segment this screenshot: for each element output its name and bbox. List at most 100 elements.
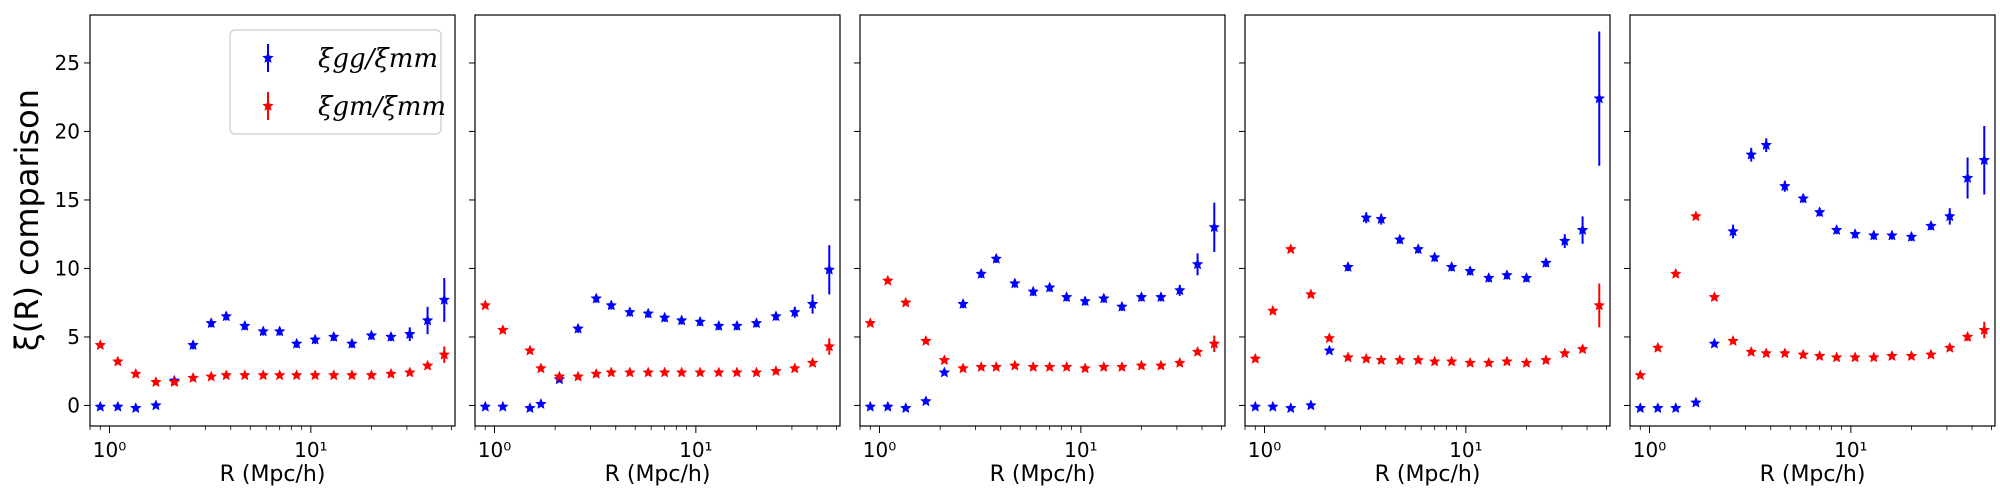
- data-point: [1173, 356, 1186, 368]
- data-point: [187, 371, 199, 384]
- data-point: [1360, 352, 1373, 364]
- y-tick-label: 0: [67, 393, 80, 417]
- data-point: [257, 369, 270, 381]
- data-point: [1305, 399, 1317, 411]
- data-point: [1482, 356, 1495, 368]
- data-point: [1008, 277, 1021, 289]
- data-point: [1249, 400, 1262, 412]
- data-point: [1925, 348, 1937, 360]
- data-point: [1593, 299, 1606, 311]
- data-point: [309, 369, 321, 381]
- data-point: [1813, 206, 1826, 218]
- x-tick-label: 10⁰: [863, 438, 896, 462]
- x-tick-label: 10¹: [294, 438, 327, 462]
- x-tick-label: 10⁰: [1633, 438, 1666, 462]
- data-point: [150, 376, 162, 388]
- data-point: [1778, 180, 1791, 192]
- data-point: [1043, 360, 1056, 373]
- data-point: [129, 367, 142, 379]
- data-point: [438, 348, 451, 360]
- data-point: [1375, 212, 1388, 225]
- data-point: [1849, 351, 1861, 363]
- data-point: [605, 366, 618, 378]
- data-point: [496, 400, 509, 412]
- data-point: [1961, 171, 1974, 184]
- data-point: [111, 400, 124, 412]
- data-point: [1745, 345, 1758, 357]
- data-point: [1593, 92, 1606, 104]
- data-point: [1284, 402, 1297, 414]
- data-point: [150, 399, 162, 411]
- data-point: [899, 296, 912, 308]
- plot-frame: [1629, 14, 1996, 427]
- data-point: [1651, 402, 1664, 414]
- data-point: [309, 333, 321, 345]
- data-point: [1079, 295, 1091, 307]
- data-point: [1905, 349, 1918, 362]
- data-point: [1978, 323, 1991, 336]
- data-point: [1849, 228, 1861, 240]
- x-tick-label: 10¹: [1064, 438, 1097, 462]
- y-axis-label: ξ(R) comparison: [8, 89, 46, 351]
- x-axis-label: R (Mpc/h): [605, 462, 711, 487]
- data-point: [1501, 269, 1513, 281]
- data-point: [1669, 267, 1682, 279]
- data-point: [864, 400, 877, 412]
- data-point: [572, 370, 584, 382]
- data-point: [1266, 400, 1279, 412]
- x-tick-label: 10⁰: [1248, 438, 1281, 462]
- data-point: [864, 317, 877, 329]
- data-point: [1886, 349, 1898, 362]
- y-tick-label: 5: [67, 325, 80, 349]
- data-point: [1830, 351, 1843, 363]
- legend-label: ξgm/ξmm: [318, 92, 446, 122]
- series-1: [1634, 125, 1991, 414]
- data-point: [881, 274, 894, 286]
- data-point: [535, 397, 547, 410]
- data-point: [421, 314, 434, 326]
- data-point: [1978, 154, 1991, 166]
- data-point: [938, 354, 951, 366]
- data-point: [1797, 348, 1810, 360]
- data-point: [1266, 304, 1279, 316]
- data-point: [1191, 258, 1204, 270]
- data-point: [1375, 354, 1388, 366]
- data-point: [1540, 354, 1552, 366]
- data-point: [1464, 265, 1476, 277]
- data-point: [1651, 341, 1664, 353]
- data-point: [1305, 288, 1317, 300]
- data-point: [1412, 243, 1425, 255]
- data-point: [658, 366, 671, 378]
- data-point: [1428, 251, 1441, 263]
- data-point: [290, 369, 303, 381]
- data-point: [273, 369, 286, 381]
- data-point: [1135, 291, 1148, 303]
- series-1: [1249, 31, 1606, 414]
- series-2: [864, 274, 1221, 374]
- data-point: [1501, 355, 1513, 367]
- legend-marker: [262, 51, 274, 63]
- data-point: [1464, 356, 1476, 368]
- data-point: [1008, 359, 1021, 371]
- x-axis-label: R (Mpc/h): [220, 462, 326, 487]
- series-1: [94, 278, 451, 414]
- data-point: [806, 356, 819, 368]
- series-2: [1634, 210, 1991, 381]
- series-2: [1249, 243, 1606, 368]
- data-point: [385, 330, 397, 342]
- data-point: [1867, 351, 1880, 363]
- data-point: [990, 252, 1003, 264]
- data-point: [750, 317, 763, 329]
- data-point: [111, 355, 124, 367]
- data-point: [694, 315, 706, 327]
- data-point: [823, 340, 836, 352]
- data-point: [1097, 292, 1110, 304]
- data-point: [1360, 211, 1373, 223]
- data-point: [1097, 360, 1110, 373]
- legend-marker: [262, 99, 274, 111]
- data-point: [1323, 344, 1336, 356]
- data-point: [1760, 138, 1773, 151]
- data-point: [1708, 337, 1721, 349]
